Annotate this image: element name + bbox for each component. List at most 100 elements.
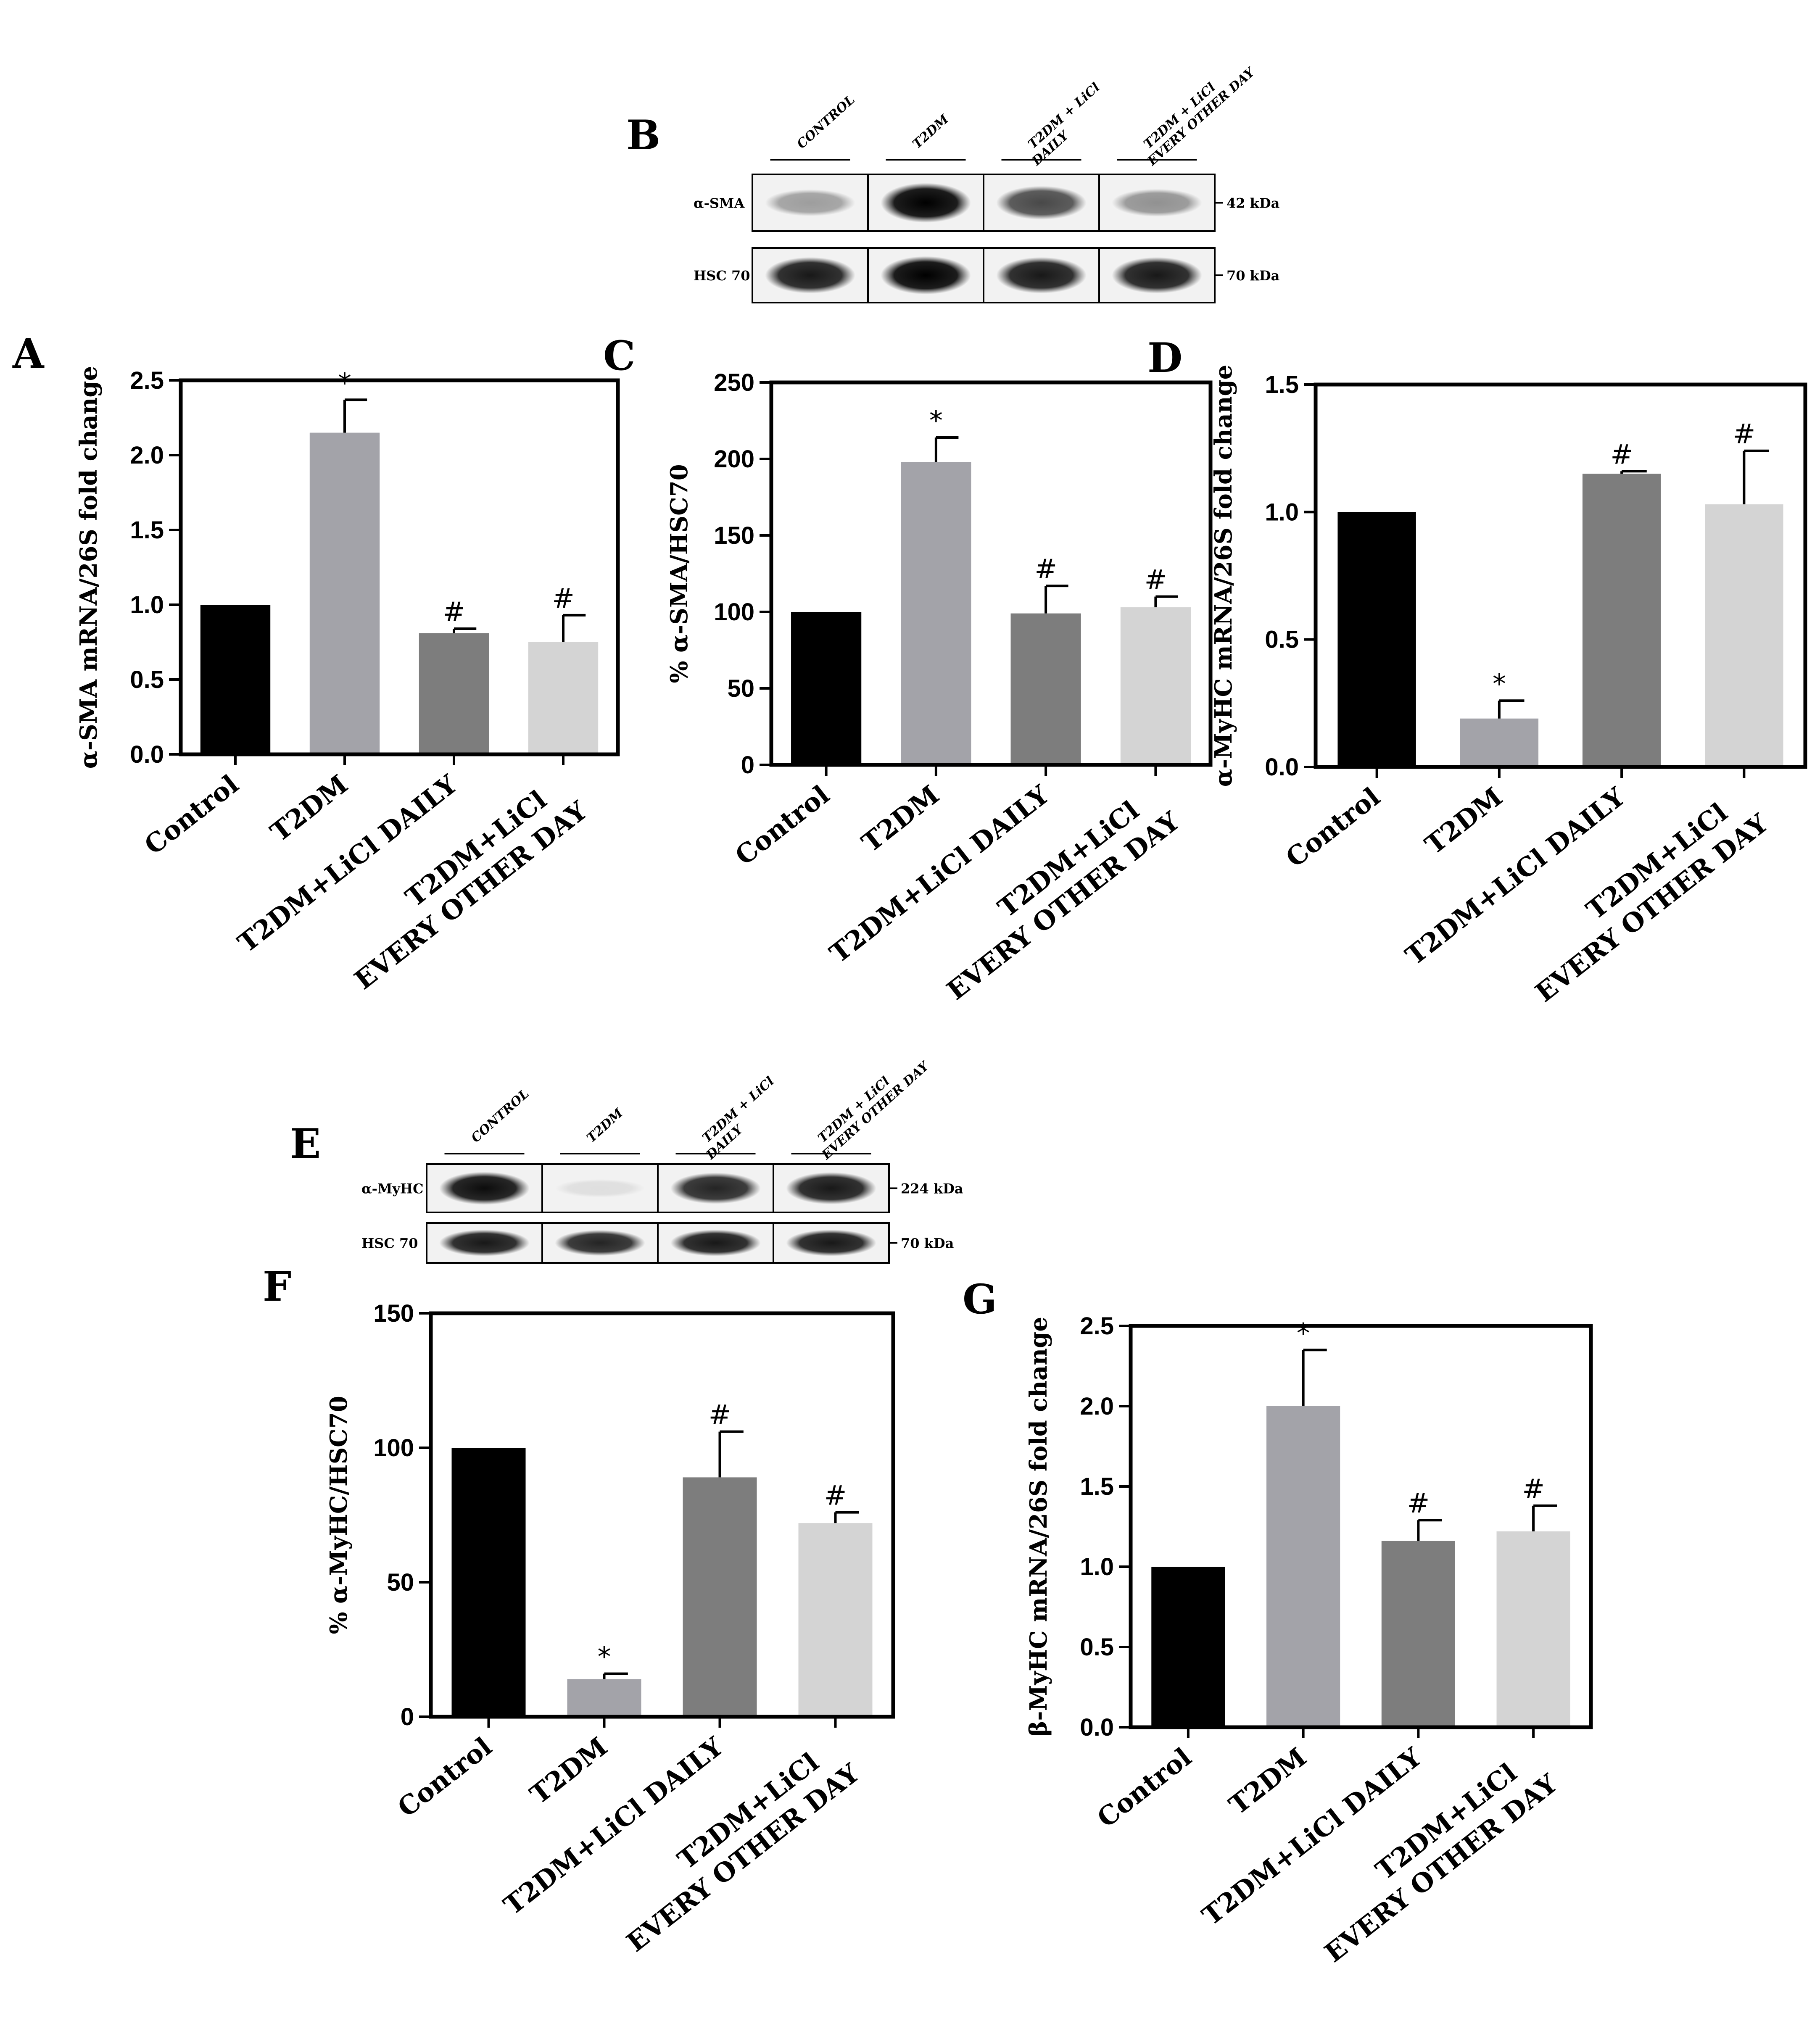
bar xyxy=(1151,1567,1225,1727)
lane-header: CONTROL xyxy=(468,1086,532,1146)
significance-hash: # xyxy=(443,597,465,628)
significance-hash: # xyxy=(709,1400,731,1431)
lane-header: T2DM xyxy=(910,112,952,152)
western-blot-e: E CONTROL T2DM T2DM + LiClDAILY T2DM + LiClE… xyxy=(290,1047,963,1264)
panel-letter: G xyxy=(963,1275,997,1323)
lane-header: T2DM + LiClDAILY xyxy=(693,1074,787,1162)
y-tick-label: 0 xyxy=(401,1703,414,1731)
plot-frame xyxy=(179,378,620,756)
y-tick-label: 2.5 xyxy=(1080,1312,1114,1340)
bar xyxy=(528,642,599,754)
y-tick-label: 50 xyxy=(727,675,754,702)
y-tick-label: 100 xyxy=(373,1434,414,1462)
y-tick-label: 250 xyxy=(714,369,754,396)
y-tick-label: 0.0 xyxy=(1080,1714,1114,1741)
bar xyxy=(1337,512,1416,767)
panel-letter: A xyxy=(12,330,45,377)
y-axis-label: α-SMA mRNA/26S fold change xyxy=(75,366,103,769)
panel-letter: D xyxy=(1147,334,1182,382)
bar xyxy=(309,432,380,754)
y-tick-label: 50 xyxy=(387,1569,414,1596)
protein-band xyxy=(786,1172,876,1204)
protein-band xyxy=(670,1173,761,1204)
protein-band xyxy=(765,189,855,216)
category-label: Control xyxy=(729,779,835,871)
lane-header: T2DM + LiClEVERY OTHER DAY xyxy=(1134,53,1258,169)
protein-band xyxy=(670,1229,761,1257)
bar xyxy=(901,462,971,765)
blot-row: HSC 70 70 kDa xyxy=(361,1222,954,1264)
bar xyxy=(200,605,271,754)
bar xyxy=(1496,1531,1570,1727)
y-tick-label: 0.0 xyxy=(130,741,164,768)
blot-row: α-SMA 42 kDa xyxy=(694,174,1279,232)
lane-header: T2DM + LiClEVERY OTHER DAY xyxy=(809,1047,933,1162)
category-label: T2DM xyxy=(1223,1742,1312,1821)
significance-hash: # xyxy=(1034,554,1057,585)
y-tick-label: 1.0 xyxy=(1080,1553,1114,1581)
lane-header: CONTROL xyxy=(794,92,857,152)
blot-row: HSC 70 70 kDa xyxy=(694,247,1279,303)
bar xyxy=(567,1679,641,1717)
y-tick-label: 0 xyxy=(741,751,754,779)
y-tick-label: 150 xyxy=(373,1300,414,1327)
blot-row-label: HSC 70 xyxy=(694,268,750,284)
significance-hash: # xyxy=(1733,419,1756,450)
bar xyxy=(1266,1406,1340,1727)
panel-letter: C xyxy=(603,332,635,379)
significance-hash: # xyxy=(552,583,575,614)
lane-header: T2DM + LiClDAILY xyxy=(1019,80,1113,169)
y-axis-label: α-MyHC mRNA/26S fold change xyxy=(1210,365,1237,787)
blot-row-label: α-SMA xyxy=(694,195,745,211)
y-tick-label: 150 xyxy=(714,522,754,549)
protein-band xyxy=(881,183,971,223)
y-tick-label: 100 xyxy=(714,598,754,626)
molecular-weight-label: 224 kDa xyxy=(901,1181,963,1197)
y-tick-label: 1.0 xyxy=(1265,498,1299,526)
protein-band xyxy=(996,257,1087,294)
category-label: T2DM+LiClEVERY OTHER DAY xyxy=(921,779,1186,1006)
protein-band xyxy=(1112,189,1202,217)
bar xyxy=(1381,1541,1455,1727)
y-tick-label: 1.0 xyxy=(130,591,164,619)
significance-hash: # xyxy=(1407,1488,1430,1519)
y-tick-label: 0.5 xyxy=(1265,626,1299,653)
category-label: T2DM xyxy=(264,769,353,848)
panel-letter: E xyxy=(290,1120,321,1167)
significance-hash: # xyxy=(1610,439,1633,470)
protein-band xyxy=(439,1172,530,1205)
bar xyxy=(683,1477,757,1717)
bar xyxy=(419,633,489,754)
y-tick-label: 2.0 xyxy=(1080,1393,1114,1420)
molecular-weight-label: 42 kDa xyxy=(1227,195,1279,211)
bar xyxy=(1010,613,1081,765)
y-tick-label: 1.5 xyxy=(1265,371,1299,398)
plot-frame xyxy=(429,1311,895,1719)
category-label: T2DM xyxy=(1419,781,1508,860)
protein-band xyxy=(996,186,1087,220)
significance-star: * xyxy=(929,406,943,437)
significance-hash: # xyxy=(1522,1474,1545,1505)
category-label: Control xyxy=(1092,1742,1197,1834)
bar xyxy=(791,612,862,765)
blot-row: α-MyHC 224 kDa xyxy=(361,1163,963,1213)
significance-star: * xyxy=(1297,1318,1310,1349)
y-axis-label: % α-MyHC/HSC70 xyxy=(325,1396,353,1634)
significance-hash: # xyxy=(1145,565,1167,596)
y-axis-label: % α-SMA/HSC70 xyxy=(665,464,693,683)
category-label: T2DM xyxy=(524,1731,613,1810)
category-label: Control xyxy=(139,769,244,861)
category-label: T2DM xyxy=(856,779,945,858)
category-label: Control xyxy=(392,1731,497,1823)
y-tick-label: 0.5 xyxy=(130,666,164,693)
y-tick-label: 0.5 xyxy=(1080,1634,1114,1661)
protein-band xyxy=(555,1230,645,1256)
lane-header: T2DM xyxy=(584,1106,626,1146)
category-label: T2DM+LiClEVERY OTHER DAY xyxy=(328,769,593,996)
significance-hash: # xyxy=(824,1481,847,1512)
bar xyxy=(1460,718,1539,767)
